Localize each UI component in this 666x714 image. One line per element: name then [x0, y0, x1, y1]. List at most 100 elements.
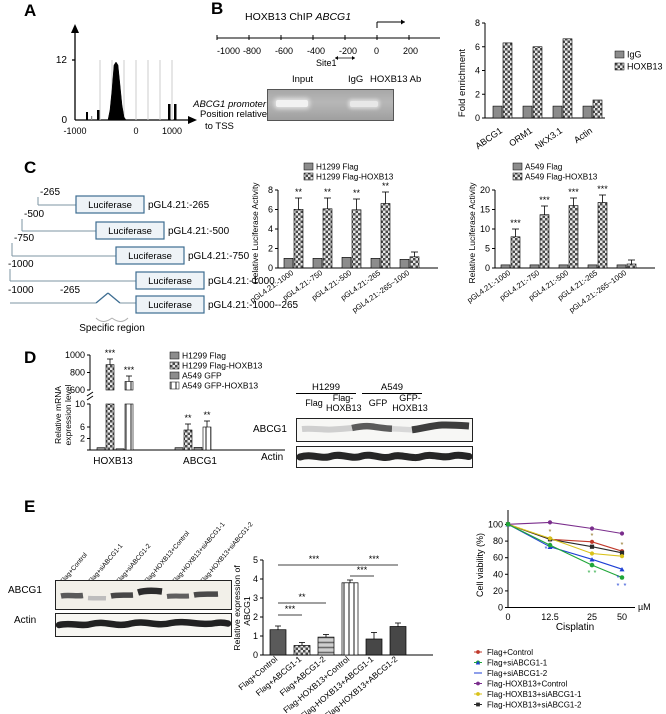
svg-text:80: 80 [493, 536, 503, 546]
svg-text:HOXB13: HOXB13 [627, 62, 663, 72]
svg-text:***: *** [105, 348, 116, 358]
svg-text:***: *** [369, 554, 380, 564]
svg-text:-500: -500 [24, 209, 44, 220]
svg-text:ABCG1: ABCG1 [242, 596, 252, 626]
svg-text:**: ** [382, 181, 390, 191]
svg-text:0: 0 [475, 113, 480, 123]
svg-text:50: 50 [617, 612, 627, 622]
svg-text:NKX3.1: NKX3.1 [533, 125, 564, 151]
svg-text:**: ** [203, 410, 211, 420]
svg-text:0: 0 [498, 603, 503, 613]
svg-text:40: 40 [493, 569, 503, 579]
svg-text:5: 5 [253, 555, 258, 565]
svg-text:Position relative: Position relative [200, 109, 267, 120]
svg-text:800: 800 [70, 368, 85, 378]
svg-text:2: 2 [475, 89, 480, 99]
svg-text:Luciferase: Luciferase [108, 226, 152, 237]
svg-text:60: 60 [493, 553, 503, 563]
svg-text:1000: 1000 [65, 350, 85, 360]
svg-text:IgG: IgG [627, 50, 642, 60]
svg-text:µM: µM [638, 602, 651, 612]
svg-text:2: 2 [80, 434, 85, 444]
svg-text:A549 GFP: A549 GFP [182, 371, 222, 381]
svg-text:*: * [591, 531, 594, 540]
svg-text:Relative expression of: Relative expression of [232, 565, 242, 651]
svg-text:8: 8 [268, 185, 273, 195]
svg-text:***: *** [597, 184, 608, 194]
svg-text:0: 0 [133, 126, 138, 136]
svg-text:Actin: Actin [572, 125, 594, 145]
svg-text:H1299 Flag-HOXB13: H1299 Flag-HOXB13 [182, 361, 263, 371]
svg-text:Flag+siABCG1-1: Flag+siABCG1-1 [487, 658, 548, 667]
svg-text:*: * [624, 581, 627, 590]
svg-text:Flag-HOXB13+siABCG1-1: Flag-HOXB13+siABCG1-1 [487, 690, 582, 699]
svg-text:25: 25 [587, 612, 597, 622]
svg-text:Relative Luciferase Activity: Relative Luciferase Activity [250, 182, 260, 284]
svg-text:ORM1: ORM1 [507, 125, 534, 148]
svg-text:-1000: -1000 [8, 259, 34, 270]
svg-text:Specific region: Specific region [79, 323, 145, 334]
svg-text:HOXB13: HOXB13 [93, 456, 133, 467]
svg-text:Flag-HOXB13+siABCG1-2: Flag-HOXB13+siABCG1-2 [487, 700, 582, 709]
svg-text:*: * [594, 568, 597, 577]
svg-text:*: * [588, 568, 591, 577]
svg-text:0: 0 [485, 263, 490, 273]
svg-text:2: 2 [253, 612, 258, 622]
svg-text:1: 1 [253, 631, 258, 641]
svg-text:4: 4 [253, 574, 258, 584]
svg-text:4: 4 [475, 66, 480, 76]
svg-text:***: *** [539, 195, 550, 205]
svg-text:Flag-HOXB13+Control: Flag-HOXB13+Control [487, 679, 567, 688]
svg-text:Cisplatin: Cisplatin [556, 622, 594, 633]
svg-text:3: 3 [253, 593, 258, 603]
svg-text:10: 10 [75, 399, 85, 409]
svg-text:***: *** [568, 187, 579, 197]
svg-text:12: 12 [56, 55, 68, 66]
svg-text:Luciferase: Luciferase [148, 276, 192, 287]
svg-text:Flag-HOXB13+Control: Flag-HOXB13+Control [143, 530, 191, 586]
svg-text:Fold enrichment: Fold enrichment [457, 49, 468, 117]
svg-text:*: * [549, 527, 552, 536]
svg-text:0: 0 [268, 263, 273, 273]
svg-text:**: ** [324, 187, 332, 197]
svg-text:ABCG1: ABCG1 [183, 456, 217, 467]
svg-text:-1000: -1000 [63, 126, 86, 136]
svg-text:pGL4.21:-500: pGL4.21:-500 [168, 226, 230, 237]
svg-text:***: *** [357, 565, 368, 575]
svg-text:Luciferase: Luciferase [148, 300, 192, 311]
svg-text:-265: -265 [60, 285, 80, 296]
svg-text:A549 Flag-HOXB13: A549 Flag-HOXB13 [525, 173, 598, 182]
svg-text:6: 6 [80, 422, 85, 432]
svg-text:6: 6 [268, 205, 273, 215]
svg-text:**: ** [295, 187, 303, 197]
svg-text:ABCG1: ABCG1 [473, 125, 504, 151]
svg-text:***: *** [510, 218, 521, 228]
svg-text:**: ** [298, 592, 306, 602]
svg-text:20: 20 [480, 185, 490, 195]
svg-text:A549 Flag: A549 Flag [525, 163, 563, 172]
svg-text:**: ** [353, 188, 361, 198]
svg-text:100: 100 [488, 520, 503, 530]
svg-text:*: * [621, 540, 624, 549]
svg-text:**: ** [184, 413, 192, 423]
svg-text:pGL4.21:-750: pGL4.21:-750 [188, 251, 250, 262]
svg-text:expression level: expression level [63, 384, 73, 445]
svg-text:H1299 Flag: H1299 Flag [182, 351, 226, 361]
svg-text:Luciferase: Luciferase [88, 200, 132, 211]
svg-text:8: 8 [475, 18, 480, 28]
svg-text:0: 0 [505, 612, 510, 622]
svg-text:Luciferase: Luciferase [128, 251, 172, 262]
svg-text:to TSS: to TSS [205, 121, 234, 132]
svg-text:6: 6 [475, 42, 480, 52]
svg-text:1000: 1000 [162, 126, 182, 136]
svg-text:Flag+Control: Flag+Control [487, 648, 533, 657]
svg-text:Cell viability (%): Cell viability (%) [475, 533, 485, 597]
svg-text:10: 10 [480, 224, 490, 234]
svg-text:***: *** [309, 554, 320, 564]
svg-text:15: 15 [480, 205, 490, 215]
svg-text:2: 2 [268, 244, 273, 254]
svg-text:***: *** [285, 604, 296, 614]
svg-text:*: * [617, 581, 620, 590]
svg-text:A549 GFP-HOXB13: A549 GFP-HOXB13 [182, 381, 258, 391]
svg-text:HOXB13 ChIP ABCG1: HOXB13 ChIP ABCG1 [245, 11, 351, 23]
